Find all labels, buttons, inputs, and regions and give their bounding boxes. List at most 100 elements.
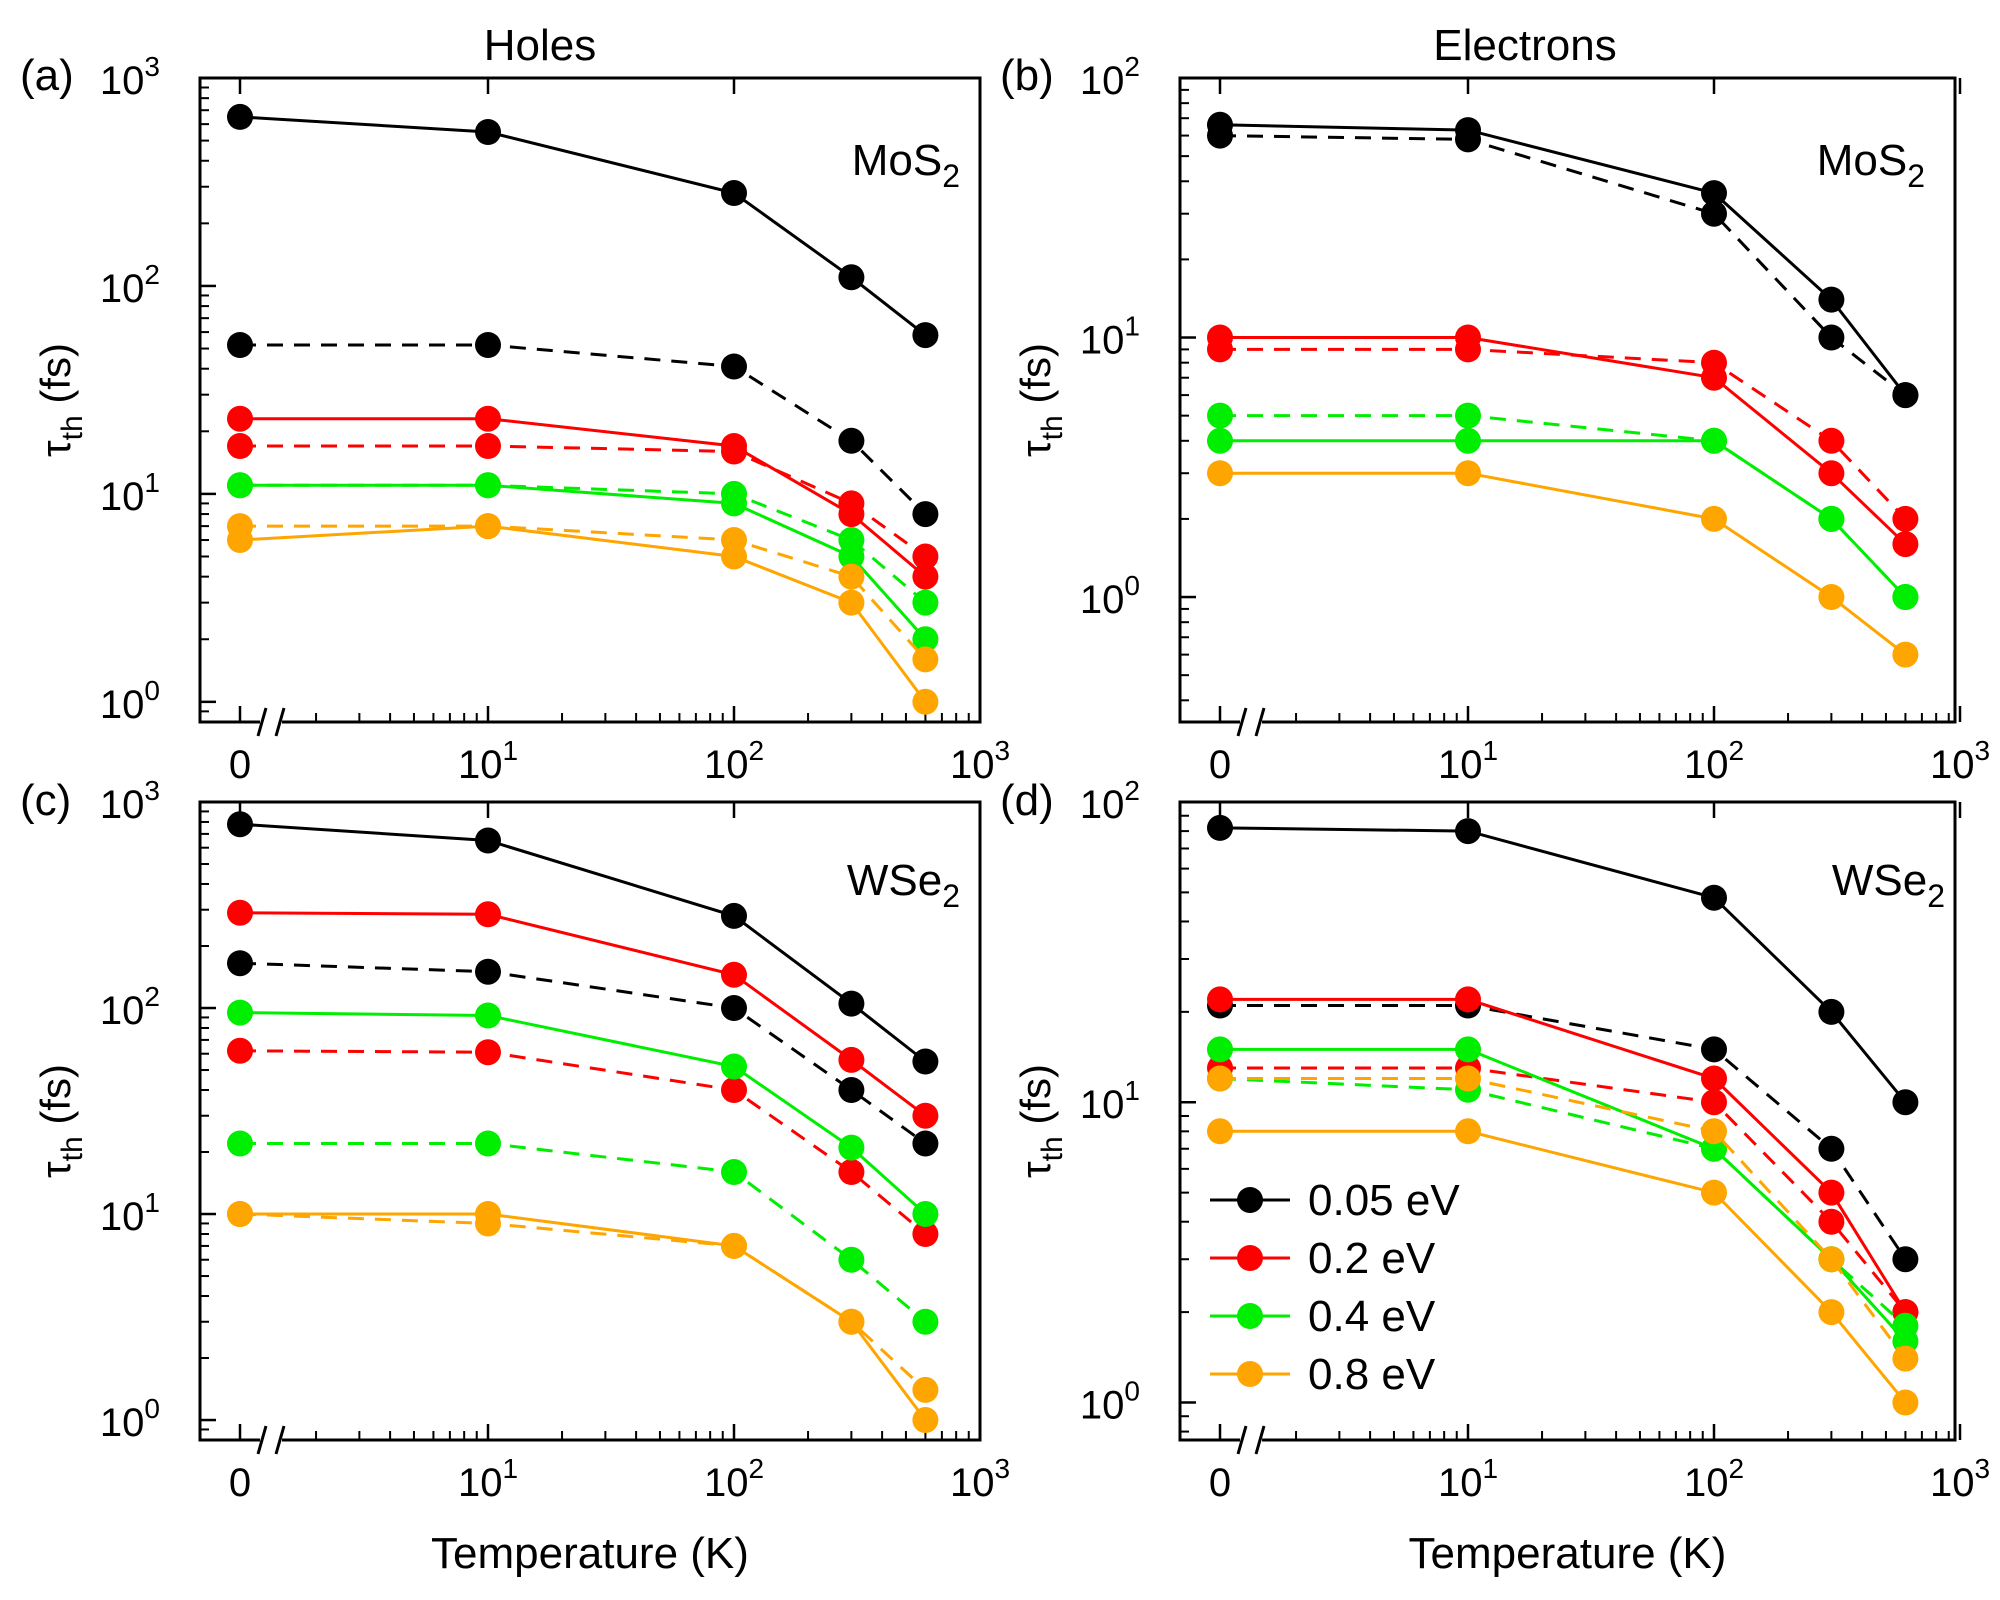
y-tick-label: 102 [1080,51,1140,103]
x-tick-label: 101 [458,1453,518,1505]
data-point [1455,1036,1481,1063]
data-point [912,1102,939,1129]
series-line [1219,134,1907,397]
material-label: MoS2 [852,136,960,194]
data-point [1207,336,1233,363]
data-point [1207,1118,1233,1145]
data-point [1818,427,1845,454]
y-axis-label: τth (fs) [1012,343,1069,457]
legend-label: 0.2 eV [1308,1234,1436,1283]
material-label: WSe2 [1832,856,1945,914]
data-point [912,543,939,570]
series-line [240,444,927,558]
data-point [838,527,865,553]
data-point [475,433,501,459]
axis-break-gap [260,716,282,728]
series-line [1219,826,1907,1104]
data-point [475,1210,501,1237]
data-point [721,1077,747,1103]
data-point [721,180,747,206]
legend-label: 0.4 eV [1308,1292,1436,1341]
data-point [1455,986,1481,1013]
axis-break-mark [1254,707,1266,737]
data-point [1701,180,1727,207]
data-point [1818,1135,1845,1162]
data-point [1892,1312,1919,1339]
data-point [1892,584,1919,610]
data-point [1701,427,1727,454]
x-tick-label: 102 [1684,1453,1744,1505]
data-point [227,103,253,130]
series-line [239,524,927,703]
data-point [721,1232,747,1259]
data-point [227,1130,253,1157]
x-axis-label: Temperature (K) [1409,1529,1727,1578]
data-point [1455,460,1481,487]
axis-break-gap [1240,1434,1262,1446]
data-point [1701,1089,1727,1116]
data-point [1701,1065,1727,1092]
y-tick-label: 103 [100,775,160,827]
data-point [475,901,501,928]
data-point [1818,460,1845,487]
y-tick-label: 100 [1080,1375,1140,1427]
data-point [475,119,501,145]
y-tick-label: 101 [1080,1075,1140,1127]
data-point [912,1376,939,1403]
data-point [912,589,939,616]
data-point [1892,382,1919,409]
data-point [475,1130,501,1157]
data-point [1701,1036,1727,1063]
data-point [1818,505,1845,532]
y-axis-label: τth (fs) [32,1064,89,1178]
data-point [1455,1065,1481,1092]
axis-break-mark [256,1425,268,1455]
x-tick-label: 102 [1684,735,1744,787]
data-point [912,688,939,715]
y-axis-label: τth (fs) [32,343,89,457]
y-tick-label: 103 [100,51,160,103]
data-point [912,322,939,349]
data-point [1892,641,1919,668]
data-point [912,626,939,653]
data-point [721,1159,747,1185]
legend-label: 0.8 eV [1308,1350,1436,1399]
chart-panel: 0 101 102 103 100 101 102 103 τth (fs) (a) MoS2 [20,51,1010,787]
data-point [838,1134,865,1161]
data-point [1455,818,1481,845]
data-point [1207,460,1233,487]
data-point [838,427,865,454]
series-line [239,961,927,1145]
series-line [240,1142,927,1323]
y-axis-label: τth (fs) [1012,1064,1069,1178]
data-point [838,1159,865,1185]
plot-frame [1178,76,1957,724]
data-point [721,480,747,507]
series-line [239,115,927,337]
data-point [1701,1179,1727,1206]
data-point [838,990,865,1017]
data-point [838,563,865,590]
data-point [227,472,253,499]
data-point [475,405,501,432]
series-line [240,1212,927,1421]
data-point [1207,814,1233,841]
y-tick-label: 100 [100,675,160,727]
data-point [227,950,253,977]
legend-label: 0.05 eV [1308,1176,1460,1225]
series-line [240,417,927,578]
y-tick-label: 102 [100,981,160,1033]
data-point [1818,1246,1845,1273]
x-tick-label: 101 [1438,1453,1498,1505]
data-point [1892,505,1919,532]
axis-break-mark [256,707,268,737]
data-point [1455,402,1481,429]
series-line [239,1011,927,1216]
x-tick-label: 0 [229,1461,251,1505]
data-point [838,589,865,616]
x-tick-label: 0 [229,743,251,787]
data-point [1207,122,1233,149]
series-line [240,483,927,641]
data-point [1701,349,1727,376]
data-point [721,995,747,1021]
